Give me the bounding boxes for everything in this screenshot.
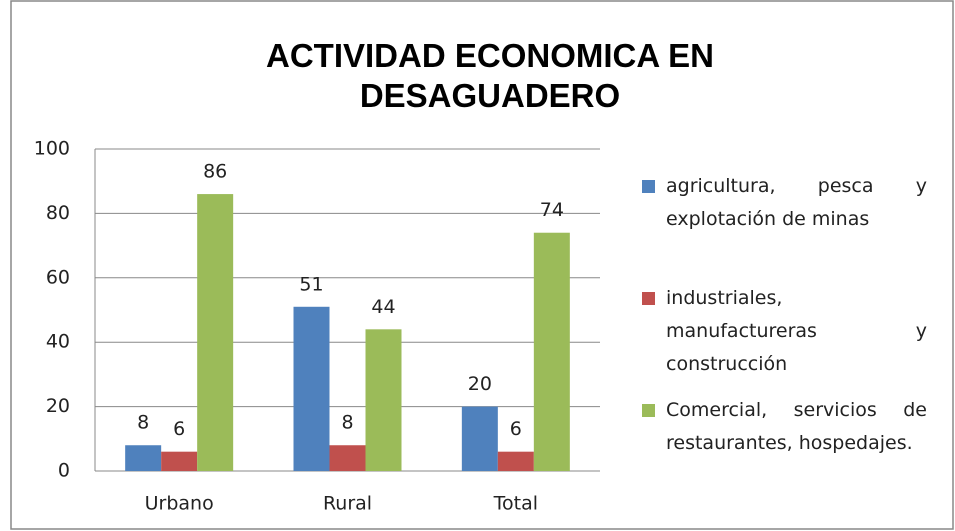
y-tick-label: 20	[46, 395, 70, 417]
bar	[329, 445, 366, 471]
y-tick-label: 60	[46, 266, 70, 288]
legend-entry: agricultura, pesca y explotación de mina…	[642, 170, 927, 236]
legend-entry: Comercial, servicios de restaurantes, ho…	[642, 394, 927, 460]
value-label: 20	[468, 373, 492, 395]
bar	[533, 232, 570, 471]
legend-swatch	[642, 180, 655, 193]
value-label: 6	[510, 418, 522, 440]
y-tick-label: 80	[46, 202, 70, 224]
legend-label: Comercial, servicios de restaurantes, ho…	[666, 399, 927, 454]
bar	[293, 306, 330, 471]
bar	[125, 445, 162, 471]
value-label: 86	[203, 161, 227, 183]
value-label: 8	[341, 412, 353, 434]
bar	[197, 194, 234, 471]
legend-swatch	[642, 404, 655, 417]
value-label: 44	[371, 296, 395, 318]
chart-border	[10, 0, 954, 530]
bar	[461, 406, 498, 471]
value-label: 74	[540, 199, 564, 221]
y-tick-label: 0	[58, 460, 70, 482]
x-tick-label: Total	[493, 493, 538, 515]
bar	[365, 329, 402, 471]
legend-label: agricultura, pesca y explotación de mina…	[666, 175, 927, 230]
bar	[497, 451, 534, 471]
y-tick-label: 100	[34, 138, 70, 160]
legend-entry: industriales, manufactureras y construcc…	[642, 282, 927, 381]
legend-label: industriales, manufactureras y construcc…	[666, 287, 927, 375]
y-tick-label: 40	[46, 331, 70, 353]
bar	[161, 451, 198, 471]
x-tick-label: Rural	[323, 493, 372, 515]
legend-swatch	[642, 292, 655, 305]
value-label: 51	[299, 273, 323, 295]
x-tick-label: Urbano	[145, 493, 214, 515]
value-label: 8	[137, 412, 149, 434]
value-label: 6	[173, 418, 185, 440]
chart-title: ACTIVIDAD ECONOMICA EN DESAGUADERO	[266, 37, 714, 114]
